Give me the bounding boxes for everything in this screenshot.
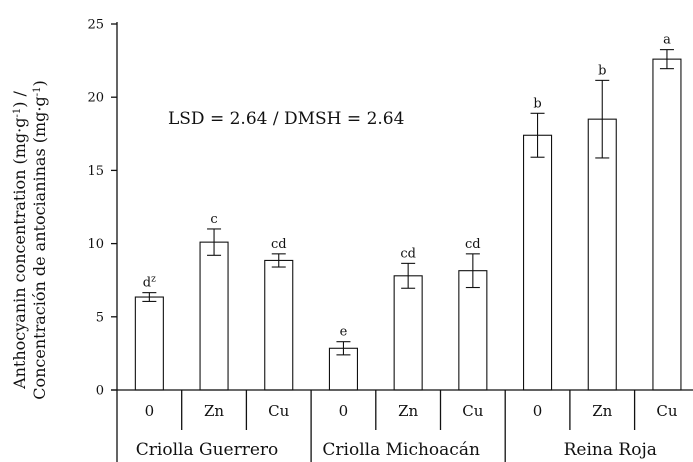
y-axis-label-line1: Anthocyanin concentration (mg·g-1) / xyxy=(10,90,29,389)
x-category-label: Zn xyxy=(592,402,612,420)
bar xyxy=(652,58,682,391)
significance-label: cd xyxy=(400,246,416,261)
x-category-label: Zn xyxy=(204,402,224,420)
bar xyxy=(199,241,229,391)
y-tick-label: 15 xyxy=(87,164,104,179)
y-axis-label: Anthocyanin concentration (mg·g-1) / Con… xyxy=(10,80,49,400)
significance-label: c xyxy=(210,212,217,227)
x-category-label: 0 xyxy=(533,402,543,420)
x-category-label: 0 xyxy=(145,402,155,420)
bar xyxy=(264,259,294,391)
bar xyxy=(522,134,553,391)
x-category-label: Cu xyxy=(462,402,483,420)
y-tick-label: 25 xyxy=(87,18,104,33)
y-tick-label: 10 xyxy=(87,237,104,252)
lsd-annotation: LSD = 2.64 / DMSH = 2.64 xyxy=(168,109,404,129)
x-category-label: Cu xyxy=(268,402,289,420)
significance-label: e xyxy=(340,325,348,340)
y-axis-label-line2: Concentración de antocianinas (mg·g-1) xyxy=(30,80,49,400)
significance-label: cd xyxy=(271,237,287,252)
x-group-label: Criolla Guerrero xyxy=(136,440,278,460)
y-tick-label: 5 xyxy=(96,310,104,325)
bar xyxy=(134,296,164,391)
significance-label: dz xyxy=(143,275,156,291)
significance-label: cd xyxy=(465,237,481,252)
x-category-label: Cu xyxy=(656,402,677,420)
bar xyxy=(587,118,617,391)
significance-label: a xyxy=(663,33,671,48)
significance-label: b xyxy=(598,63,606,78)
x-group-label: Reina Roja xyxy=(564,440,657,460)
bars: dz c cd e cd cd b b a xyxy=(134,33,682,391)
y-axis: 0 5 10 15 20 25 xyxy=(87,18,118,399)
bar xyxy=(393,275,423,391)
significance-label: b xyxy=(533,96,541,111)
x-category-label: 0 xyxy=(339,402,349,420)
y-tick-label: 20 xyxy=(87,91,104,106)
bar xyxy=(458,270,488,391)
x-category-label: Zn xyxy=(398,402,418,420)
y-tick-label: 0 xyxy=(96,384,104,399)
x-axis: 0 Zn Cu 0 Zn Cu 0 Zn Cu Criolla Guerrero Criolla M… xyxy=(111,389,693,462)
x-group-label: Criolla Michoacán xyxy=(322,440,480,460)
